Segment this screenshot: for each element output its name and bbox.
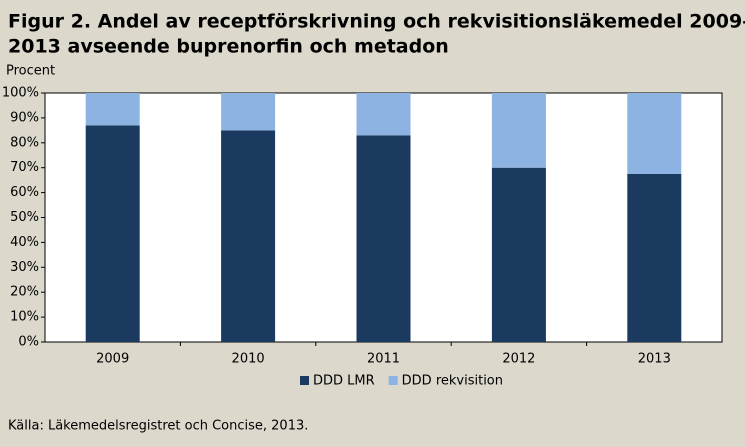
y-axis-label: Procent	[6, 64, 55, 79]
x-tick-label: 2012	[502, 352, 535, 367]
bar-segment	[356, 135, 411, 342]
source: Källa: Läkemedelsregistret och Concise, …	[8, 419, 308, 434]
y-tick-label: 20%	[10, 285, 39, 300]
y-tick-label: 40%	[10, 235, 39, 250]
bar-segment	[85, 125, 140, 343]
bar-segment	[491, 167, 546, 342]
chart-title: 2013 avseende buprenorfin och metadon	[8, 36, 449, 58]
bar-segment	[356, 93, 411, 136]
x-tick-label: 2010	[232, 352, 265, 367]
y-tick-label: 70%	[10, 160, 39, 175]
y-tick-label: 10%	[10, 310, 39, 325]
legend-label: DDD LMR	[313, 374, 375, 389]
y-tick-label: 50%	[10, 210, 39, 225]
legend-label: DDD rekvisition	[402, 374, 503, 389]
bar-segment	[491, 93, 546, 168]
y-tick-label: 0%	[18, 335, 39, 350]
bar-segment	[627, 93, 682, 174]
y-tick-label: 90%	[10, 110, 39, 125]
bar-segment	[221, 93, 276, 131]
bar-segment	[85, 93, 140, 126]
x-tick-label: 2009	[96, 352, 129, 367]
bar-segment	[221, 130, 276, 342]
y-tick-label: 100%	[2, 86, 39, 101]
bar-segment	[627, 173, 682, 342]
y-tick-label: 80%	[10, 135, 39, 150]
legend-swatch	[388, 376, 398, 385]
y-tick-label: 30%	[10, 260, 39, 275]
x-tick-label: 2011	[367, 352, 400, 367]
y-tick-label: 60%	[10, 185, 39, 200]
chart-title: Figur 2. Andel av receptförskrivning och…	[8, 11, 745, 33]
legend-swatch	[300, 376, 309, 385]
x-tick-label: 2013	[638, 352, 671, 367]
